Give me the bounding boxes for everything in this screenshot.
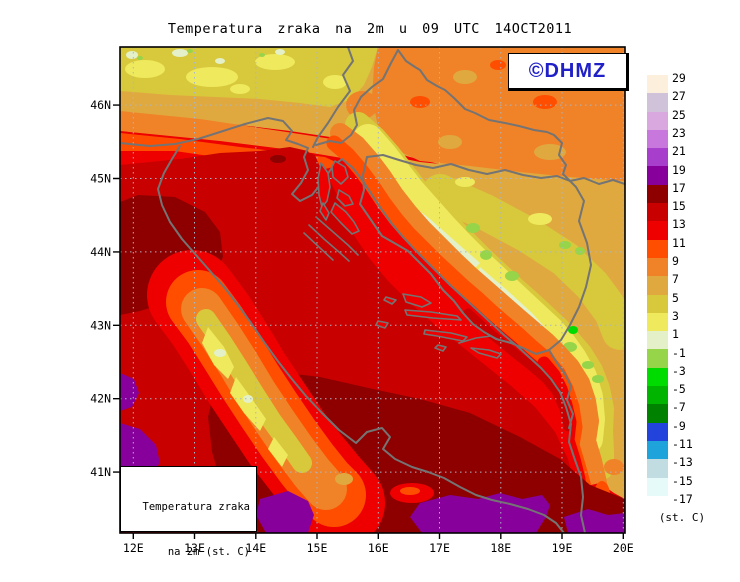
adriatic-coastline xyxy=(120,117,586,533)
colorbar-tick-label: 23 xyxy=(672,125,686,140)
colorbar-tick-label: 13 xyxy=(672,217,686,232)
colorbar-tick-label: 19 xyxy=(672,162,686,177)
colorbar-tick-label: -17 xyxy=(672,491,693,506)
lat-label: 46N xyxy=(90,98,111,112)
lon-label: 17E xyxy=(429,541,450,555)
colorbar-tick-label: -15 xyxy=(672,473,693,488)
colorbar-unit: (st. C) xyxy=(658,511,706,524)
colorbar xyxy=(647,75,668,496)
map-frame xyxy=(119,46,626,534)
colorbar-tick-label: 3 xyxy=(672,308,679,323)
lat-axis: 46N 45N 44N 43N 42N 41N xyxy=(90,98,111,479)
colorbar-tick-label: 1 xyxy=(672,327,679,342)
colorbar-tick-label: 7 xyxy=(672,272,679,287)
lon-label: 19E xyxy=(552,541,573,555)
islands xyxy=(303,160,502,359)
lon-ticks xyxy=(132,533,624,539)
colorbar-tick-label: -3 xyxy=(672,363,686,378)
page-title: Temperatura zraka na 2m u 09 UTC 14OCT20… xyxy=(167,21,573,37)
lon-label: 14E xyxy=(245,541,266,555)
lon-axis: 12E 13E 14E 15E 16E 17E 18E 19E 20E xyxy=(123,541,634,555)
lon-label: 16E xyxy=(368,541,389,555)
colorbar-tick-label: 25 xyxy=(672,107,686,122)
lon-label: 12E xyxy=(123,541,144,555)
colorbar-tick-label: -9 xyxy=(672,418,686,433)
border-drina xyxy=(510,180,592,355)
colorbar-labels: 29 27 25 23 21 19 17 15 13 11 9 7 5 3 1 -1 -3 -5 -7 -9 -11 -1… xyxy=(672,71,712,515)
colorbar-tick-label: -13 xyxy=(672,455,693,470)
coastlines-and-borders xyxy=(120,47,625,533)
legend-line-level: na 2m (st. C) xyxy=(167,546,250,558)
dhmz-watermark-text: ©DHMZ xyxy=(528,59,607,82)
colorbar-tick-label: 21 xyxy=(672,144,686,159)
dhmz-watermark: ©DHMZ xyxy=(508,53,629,91)
colorbar-tick-label: -1 xyxy=(672,345,686,360)
colorbar-tick-label: 11 xyxy=(672,235,686,250)
border-mne xyxy=(548,349,574,429)
colorbar-tick-label: -7 xyxy=(672,400,686,415)
border-cro-bih xyxy=(359,156,512,344)
italy-coastline xyxy=(157,145,565,533)
colorbar-tick-label: 5 xyxy=(672,290,679,305)
lon-label: 13E xyxy=(184,541,205,555)
border-slo-cro xyxy=(315,49,399,146)
lon-label: 20E xyxy=(613,541,634,555)
border-cro-hun xyxy=(397,49,571,182)
colorbar-tick-label: -11 xyxy=(672,437,693,451)
border-sava xyxy=(366,154,625,185)
lat-ticks xyxy=(113,104,120,473)
lon-label: 18E xyxy=(490,541,511,555)
colorbar-tick-label: 27 xyxy=(672,89,686,104)
lon-label: 15E xyxy=(307,541,328,555)
colorbar-tick-label: 15 xyxy=(672,199,686,214)
lat-label: 44N xyxy=(90,245,111,259)
legend-info-box: Temperatura zraka na 2m (st. C) start 00… xyxy=(120,466,257,558)
lat-label: 45N xyxy=(90,172,111,186)
colorbar-tick-label: 9 xyxy=(672,254,679,268)
border-ita-slo xyxy=(312,47,354,148)
lat-label: 41N xyxy=(90,465,111,479)
legend-line-variable: Temperatura zraka xyxy=(142,501,250,513)
lat-label: 42N xyxy=(90,392,111,406)
colorbar-tick-label: 29 xyxy=(672,71,686,85)
lat-label: 43N xyxy=(90,318,111,332)
colorbar-tick-label: -5 xyxy=(672,382,686,397)
temperature-field xyxy=(120,47,625,533)
colorbar-tick-label: 17 xyxy=(672,180,686,195)
